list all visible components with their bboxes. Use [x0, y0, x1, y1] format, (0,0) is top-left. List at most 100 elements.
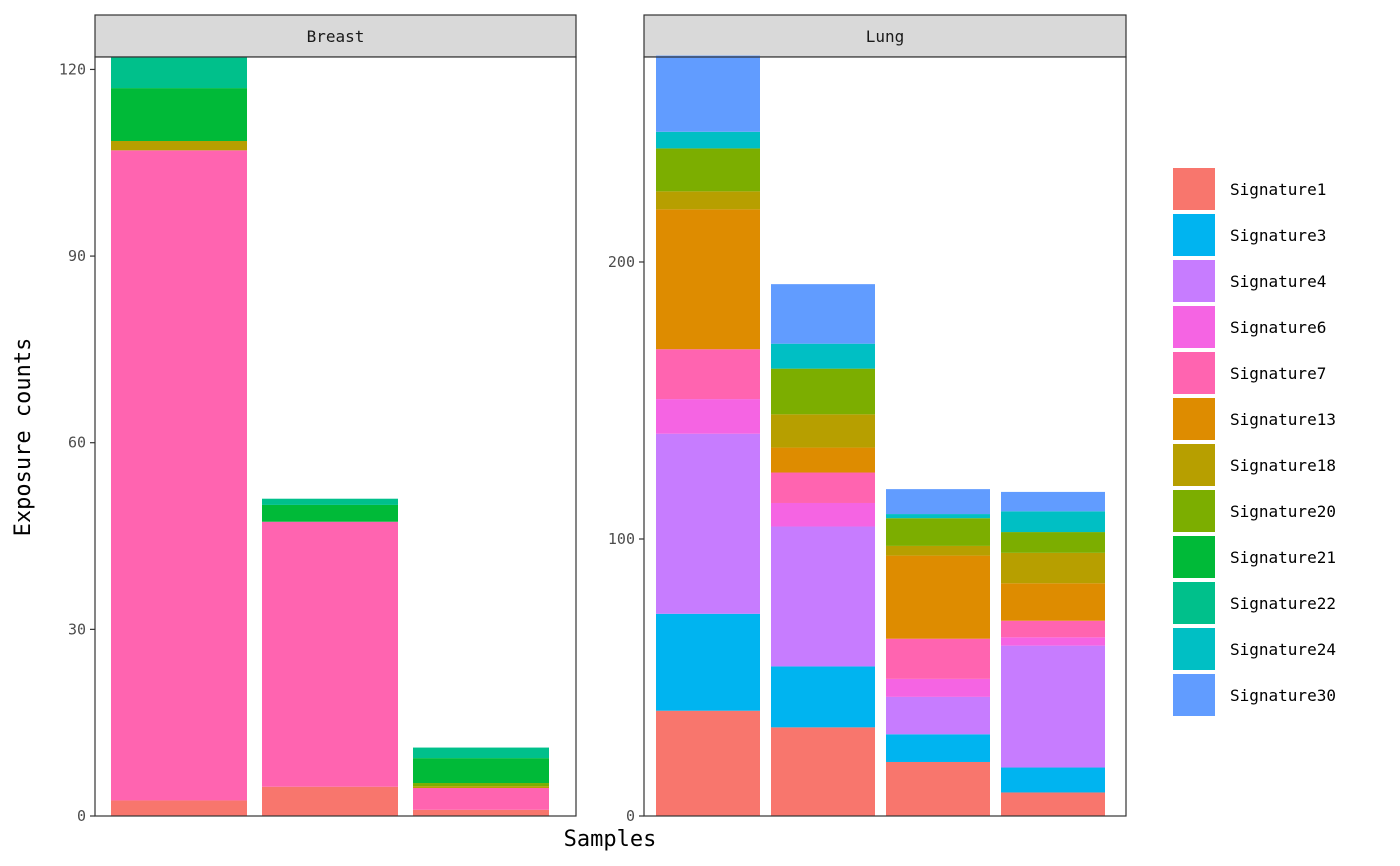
bar-segment-lung-sample3-signature3 — [886, 734, 990, 762]
legend-swatch — [1173, 398, 1215, 440]
bar-segment-lung-sample2-signature4 — [771, 526, 875, 667]
legend-swatch — [1173, 674, 1215, 716]
bar-segment-lung-sample3-signature18 — [886, 545, 990, 556]
facet-strip-lung — [643, 14, 1127, 58]
bar-segment-lung-sample4-signature7 — [1001, 620, 1105, 638]
legend-swatch — [1173, 214, 1215, 256]
y-tick-label: 100 — [608, 530, 635, 548]
bar-segment-lung-sample2-signature30 — [771, 284, 875, 344]
bar-segment-lung-sample1-signature18 — [656, 191, 760, 210]
bar-segment-lung-sample4-signature24 — [1001, 511, 1105, 533]
legend-label: Signature6 — [1230, 318, 1326, 337]
legend-label: Signature22 — [1230, 594, 1336, 613]
bar-segment-breast-sample1-signature22 — [111, 57, 247, 89]
facet-strip-label: Lung — [866, 27, 905, 46]
bar-segment-lung-sample3-signature6 — [886, 678, 990, 697]
legend-label: Signature30 — [1230, 686, 1336, 705]
bar-segment-lung-sample1-signature20 — [656, 148, 760, 192]
bar-segment-lung-sample4-signature13 — [1001, 583, 1105, 621]
legend-item-signature4: Signature4 — [1173, 260, 1326, 302]
bar-segment-lung-sample3-signature7 — [886, 638, 990, 679]
legend-label: Signature3 — [1230, 226, 1326, 245]
bar-segment-lung-sample4-signature6 — [1001, 637, 1105, 646]
facet-strip-breast — [94, 14, 577, 58]
bar-segment-lung-sample3-signature1 — [886, 761, 990, 816]
bar-segment-breast-sample3-signature18 — [413, 786, 549, 789]
facet-strip-label: Breast — [307, 27, 365, 46]
bar-segment-breast-sample2-signature1 — [262, 786, 398, 816]
y-tick-label: 0 — [626, 807, 635, 825]
bar-segment-lung-sample4-signature20 — [1001, 532, 1105, 553]
legend-label: Signature21 — [1230, 548, 1336, 567]
legend-swatch — [1173, 352, 1215, 394]
bar-segment-breast-sample3-signature1 — [413, 809, 549, 816]
y-tick-label: 60 — [68, 434, 86, 452]
facet-panel-border — [643, 56, 1127, 817]
legend-label: Signature20 — [1230, 502, 1336, 521]
legend-label: Signature1 — [1230, 180, 1326, 199]
facet-panels: Breast 0 30 60 90 120 Lung 0 100 200 — [59, 14, 1127, 825]
legend-item-signature13: Signature13 — [1173, 398, 1336, 440]
legend: Signature1 Signature3 Signature4 Signature6… — [1173, 168, 1336, 716]
bar-segment-lung-sample3-signature13 — [886, 555, 990, 639]
legend-item-signature3: Signature3 — [1173, 214, 1326, 256]
legend-item-signature18: Signature18 — [1173, 444, 1336, 486]
bar-segment-lung-sample2-signature24 — [771, 343, 875, 369]
legend-swatch — [1173, 536, 1215, 578]
bar-segment-lung-sample2-signature1 — [771, 727, 875, 816]
legend-swatch — [1173, 582, 1215, 624]
legend-item-signature20: Signature20 — [1173, 490, 1336, 532]
bar-segment-lung-sample2-signature13 — [771, 447, 875, 473]
legend-label: Signature24 — [1230, 640, 1336, 659]
bar-segment-lung-sample4-signature30 — [1001, 491, 1105, 512]
bar-segment-lung-sample1-signature3 — [656, 613, 760, 711]
bar-segment-lung-sample1-signature1 — [656, 710, 760, 816]
legend-swatch — [1173, 168, 1215, 210]
bar-segment-lung-sample2-signature18 — [771, 414, 875, 448]
legend-swatch — [1173, 490, 1215, 532]
bar-segment-breast-sample1-signature7 — [111, 150, 247, 801]
bar-segment-lung-sample4-signature4 — [1001, 645, 1105, 768]
bar-segment-lung-sample1-signature6 — [656, 399, 760, 434]
y-axis-title: Exposure counts — [11, 338, 36, 537]
bar-segment-lung-sample2-signature6 — [771, 502, 875, 527]
bar-segment-breast-sample1-signature21 — [111, 88, 247, 141]
y-tick-label: 90 — [68, 247, 86, 265]
legend-swatch — [1173, 444, 1215, 486]
legend-label: Signature4 — [1230, 272, 1326, 291]
bar-segment-lung-sample3-signature20 — [886, 518, 990, 546]
bar-segment-lung-sample1-signature24 — [656, 131, 760, 149]
bar-segment-breast-sample3-signature20 — [413, 783, 549, 787]
y-tick-label: 30 — [68, 620, 86, 638]
legend-item-signature30: Signature30 — [1173, 674, 1336, 716]
bar-segment-lung-sample4-signature1 — [1001, 792, 1105, 816]
legend-swatch — [1173, 306, 1215, 348]
bar-segment-lung-sample1-signature30 — [656, 55, 760, 132]
bar-segment-lung-sample4-signature3 — [1001, 767, 1105, 793]
bar-segment-breast-sample2-signature21 — [262, 504, 398, 522]
legend-item-signature6: Signature6 — [1173, 306, 1326, 348]
bar-segment-lung-sample3-signature24 — [886, 514, 990, 519]
bar-segment-lung-sample1-signature7 — [656, 349, 760, 400]
bar-segment-lung-sample1-signature13 — [656, 209, 760, 350]
x-axis-title: Samples — [564, 827, 657, 852]
legend-label: Signature7 — [1230, 364, 1326, 383]
legend-item-signature24: Signature24 — [1173, 628, 1336, 670]
bar-segment-breast-sample2-signature7 — [262, 521, 398, 787]
bar-segment-lung-sample2-signature7 — [771, 472, 875, 503]
bar-segment-lung-sample3-signature30 — [886, 489, 990, 515]
legend-item-signature21: Signature21 — [1173, 536, 1336, 578]
y-tick-label: 120 — [59, 60, 86, 78]
bar-segment-breast-sample3-signature21 — [413, 758, 549, 784]
facet-panel-border — [94, 56, 577, 817]
legend-item-signature7: Signature7 — [1173, 352, 1326, 394]
legend-swatch — [1173, 260, 1215, 302]
legend-swatch — [1173, 628, 1215, 670]
bar-segment-breast-sample1-signature1 — [111, 800, 247, 816]
y-tick-label: 0 — [77, 807, 86, 825]
bar-segment-lung-sample2-signature20 — [771, 368, 875, 415]
bar-segment-lung-sample2-signature3 — [771, 666, 875, 728]
bar-segment-breast-sample2-signature22 — [262, 498, 398, 505]
legend-label: Signature13 — [1230, 410, 1336, 429]
facet-lung: Lung 0 100 200 — [608, 14, 1127, 825]
